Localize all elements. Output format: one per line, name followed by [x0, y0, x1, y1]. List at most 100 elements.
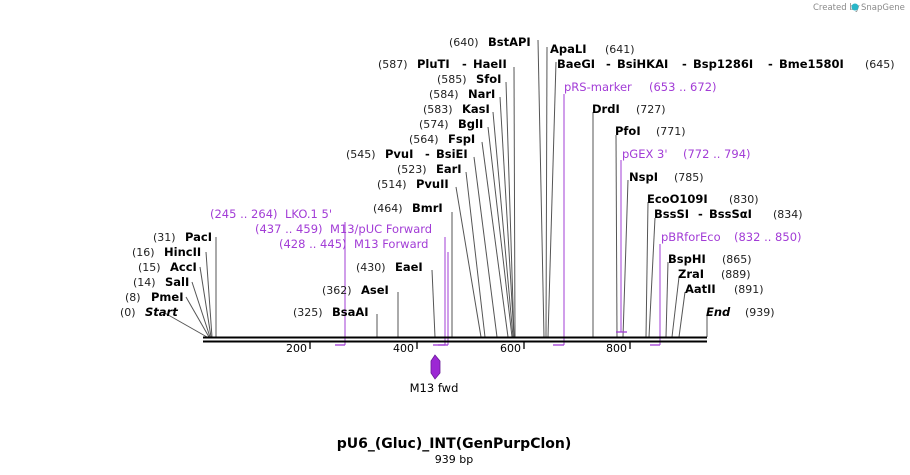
site-position: (939)	[745, 306, 775, 319]
connector-pvuii	[455, 186, 482, 338]
enzyme-bgli[interactable]: BglI	[458, 117, 483, 131]
connector-apali	[545, 46, 548, 338]
connector-sfoi	[505, 81, 515, 338]
separator: -	[698, 207, 703, 221]
enzyme-zrai[interactable]: ZraI	[678, 267, 704, 281]
primer-markers	[335, 94, 661, 346]
enzyme-bmri[interactable]: BmrI	[412, 201, 443, 215]
site-position: (545)	[346, 148, 376, 161]
site-position: (584)	[429, 88, 459, 101]
primer-range: (245 .. 264)	[210, 207, 278, 221]
connector-ecoo109i	[645, 201, 649, 338]
connector-fspi	[481, 141, 509, 338]
enzyme-ecoo109i[interactable]: EcoO109I	[647, 192, 708, 206]
enzyme-bsihkai[interactable]: BsiHKAI	[617, 57, 668, 71]
enzyme-bme1580i[interactable]: Bme1580I	[779, 57, 844, 71]
site-position: (771)	[656, 125, 686, 138]
connector-baegi	[547, 61, 557, 338]
connector-bsphi	[665, 261, 669, 338]
site-connector-lines	[162, 39, 708, 338]
site-position: (464)	[373, 202, 403, 215]
enzyme-pfoi[interactable]: PfoI	[615, 124, 641, 138]
primer-range: (832 .. 850)	[734, 230, 802, 244]
enzyme-bsp1286i[interactable]: Bsp1286I	[693, 57, 753, 71]
enzyme-baegi[interactable]: BaeGI	[557, 57, 595, 71]
dna-backbone	[203, 336, 707, 343]
site-position: (362)	[322, 284, 352, 297]
right-site-labels: ApaLI (641) BaeGI - BsiHKAI - Bsp1286I -…	[550, 42, 895, 319]
enzyme-fspi[interactable]: FspI	[448, 132, 475, 146]
enzyme-nari[interactable]: NarI	[468, 87, 495, 101]
connector-nspi	[622, 179, 629, 338]
connector-eari	[465, 171, 486, 338]
end-label-end[interactable]: End	[706, 305, 731, 319]
site-position: (891)	[734, 283, 764, 296]
left-site-labels: (0) Start (8) PmeI (14) SalI (15) AccI (…	[120, 35, 531, 319]
construct-name: pU6_(Gluc)_INT(GenPurpClon)	[337, 436, 572, 452]
enzyme-nspi[interactable]: NspI	[629, 170, 658, 184]
enzyme-haeii[interactable]: HaeII	[473, 57, 507, 71]
enzyme-sali[interactable]: SalI	[165, 275, 189, 289]
tick-label: 600	[500, 342, 521, 355]
site-position: (14)	[133, 276, 156, 289]
primer-labels: (245 .. 264) LKO.1 5' (437 .. 459) M13/p…	[210, 80, 802, 251]
connector-aatii	[678, 291, 686, 338]
site-position: (585)	[437, 73, 467, 86]
enzyme-pmei[interactable]: PmeI	[151, 290, 184, 304]
connector-bgli	[487, 126, 513, 338]
snapgene-branding: Created by SnapGene	[813, 3, 905, 13]
tick-label: 200	[286, 342, 307, 355]
site-position: (574)	[419, 118, 449, 131]
primer-range: (428 .. 445)	[279, 237, 347, 251]
enzyme-pvuii[interactable]: PvuII	[416, 177, 449, 191]
construct-length: 939 bp	[435, 453, 473, 466]
enzyme-acci[interactable]: AccI	[170, 260, 197, 274]
primer-pgex3[interactable]: pGEX 3'	[622, 147, 668, 161]
enzyme-eaei[interactable]: EaeI	[395, 260, 423, 274]
site-position: (564)	[409, 133, 439, 146]
enzyme-bsiei[interactable]: BsiEI	[436, 147, 468, 161]
enzyme-bsssai[interactable]: BssSαI	[709, 207, 752, 221]
enzyme-bstapi[interactable]: BstAPI	[488, 35, 531, 49]
site-position: (641)	[605, 43, 635, 56]
primer-m13-puc-forward[interactable]: M13/pUC Forward	[330, 222, 432, 236]
enzyme-kasi[interactable]: KasI	[462, 102, 490, 116]
enzyme-eari[interactable]: EarI	[436, 162, 462, 176]
map-title: pU6_(Gluc)_INT(GenPurpClon) 939 bp	[337, 436, 572, 466]
site-position: (865)	[722, 253, 752, 266]
primer-lko1-5[interactable]: LKO.1 5'	[285, 207, 332, 221]
enzyme-bsaai[interactable]: BsaAI	[332, 305, 369, 319]
connector-start	[162, 311, 208, 338]
connector-zrai	[671, 276, 680, 338]
feature-arrow-icon[interactable]	[430, 354, 441, 380]
enzyme-hincii[interactable]: HincII	[164, 245, 201, 259]
created-by-text: Created by	[813, 3, 860, 13]
enzyme-paci[interactable]: PacI	[185, 230, 212, 244]
site-position: (523)	[397, 163, 427, 176]
primer-range: (437 .. 459)	[255, 222, 323, 236]
separator: -	[768, 57, 773, 71]
primer-prs-marker[interactable]: pRS-marker	[564, 80, 632, 94]
enzyme-asei[interactable]: AseI	[361, 283, 389, 297]
enzyme-apali[interactable]: ApaLI	[550, 42, 587, 56]
end-label-start[interactable]: Start	[145, 305, 178, 319]
enzyme-pvui[interactable]: PvuI	[385, 147, 413, 161]
feature-m13-fwd[interactable]: M13 fwd	[410, 354, 459, 395]
primer-m13-forward[interactable]: M13 Forward	[354, 237, 428, 251]
connector-sali	[191, 281, 211, 338]
primer-range: (772 .. 794)	[683, 147, 751, 161]
tick-label: 800	[606, 342, 627, 355]
enzyme-bsphi[interactable]: BspHI	[668, 252, 706, 266]
enzyme-pluti[interactable]: PluTI	[417, 57, 450, 71]
primer-pbrforeco[interactable]: pBRforEco	[661, 230, 721, 244]
enzyme-bsssi[interactable]: BssSI	[654, 207, 689, 221]
connector-bstapi	[537, 39, 545, 338]
enzyme-sfoi[interactable]: SfoI	[476, 72, 501, 86]
connector-bsssi	[648, 217, 656, 338]
ruler: 200 400 600 800	[286, 342, 631, 355]
connector-hincii	[205, 251, 213, 338]
site-position: (15)	[138, 261, 161, 274]
enzyme-aatii[interactable]: AatII	[685, 282, 716, 296]
enzyme-drdi[interactable]: DrdI	[592, 102, 620, 116]
